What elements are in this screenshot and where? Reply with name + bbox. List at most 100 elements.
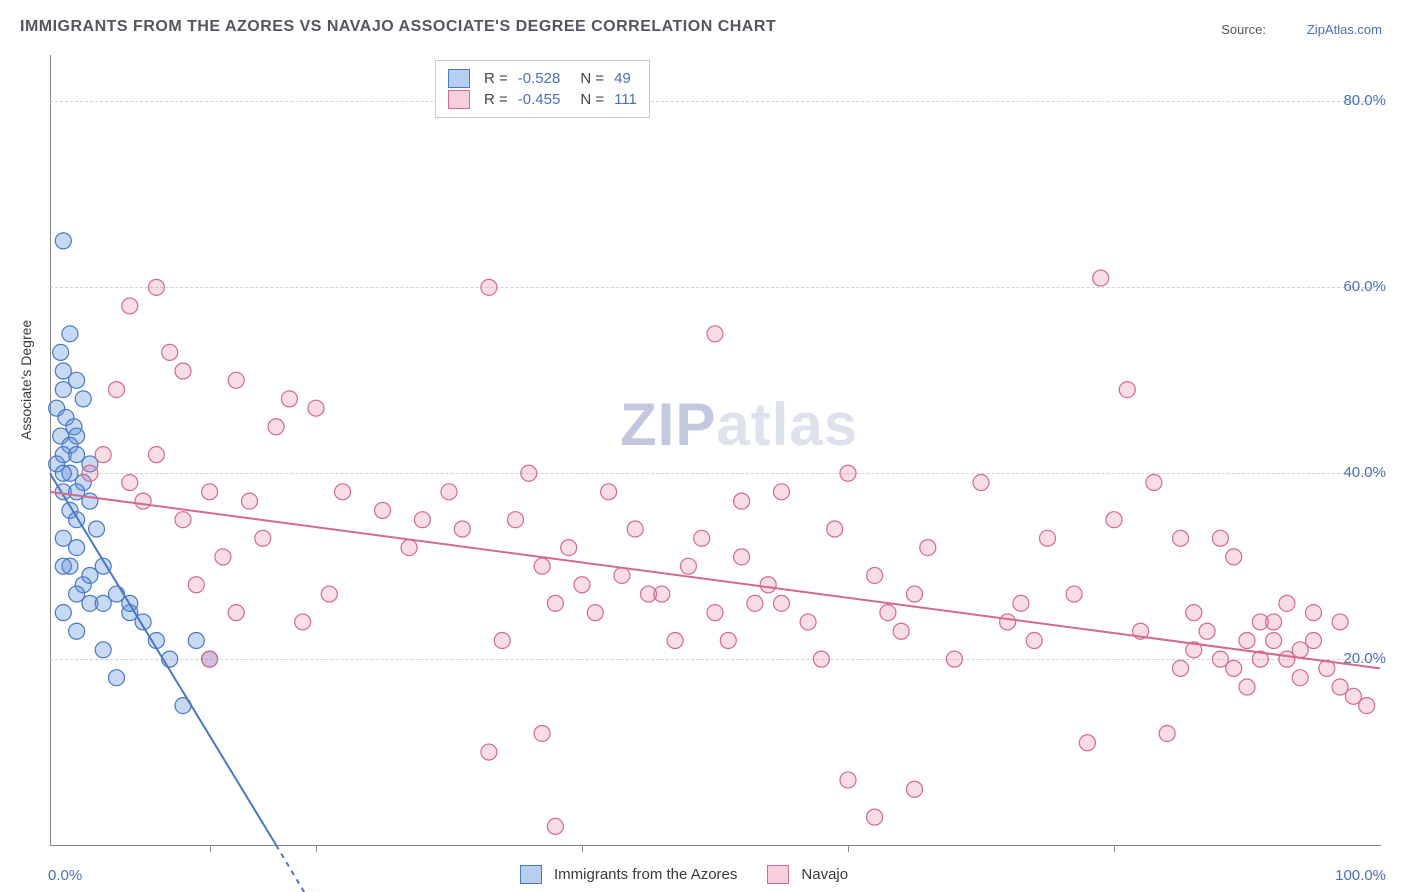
data-point: [414, 512, 430, 528]
data-point: [202, 484, 218, 500]
data-point: [122, 475, 138, 491]
data-point: [867, 567, 883, 583]
data-point: [680, 558, 696, 574]
data-point: [162, 344, 178, 360]
square-icon: [448, 69, 470, 88]
data-point: [907, 586, 923, 602]
data-point: [401, 540, 417, 556]
legend-row-azores: R = -0.528 N = 49: [448, 69, 637, 88]
trend-line-dashed: [276, 845, 343, 892]
data-point: [295, 614, 311, 630]
data-point: [707, 326, 723, 342]
data-point: [268, 419, 284, 435]
data-point: [1173, 530, 1189, 546]
data-point: [1292, 670, 1308, 686]
data-point: [760, 577, 776, 593]
n-value: 111: [614, 91, 637, 108]
data-point: [69, 586, 85, 602]
data-point: [1199, 623, 1215, 639]
data-point: [75, 391, 91, 407]
data-point: [228, 372, 244, 388]
data-point: [55, 382, 71, 398]
data-point: [880, 605, 896, 621]
data-point: [335, 484, 351, 500]
data-point: [135, 493, 151, 509]
data-point: [534, 558, 550, 574]
data-point: [69, 623, 85, 639]
square-icon: [767, 865, 789, 884]
data-point: [1159, 725, 1175, 741]
series-legend: Immigrants from the Azores Navajo: [520, 865, 848, 884]
data-point: [534, 725, 550, 741]
data-point: [1013, 595, 1029, 611]
data-point: [946, 651, 962, 667]
data-point: [734, 493, 750, 509]
data-point: [973, 475, 989, 491]
n-value: 49: [614, 70, 631, 87]
data-point: [95, 447, 111, 463]
data-point: [1279, 595, 1295, 611]
data-point: [601, 484, 617, 500]
data-point: [800, 614, 816, 630]
data-point: [774, 595, 790, 611]
data-point: [215, 549, 231, 565]
data-point: [1266, 633, 1282, 649]
data-point: [1079, 735, 1095, 751]
data-point: [774, 484, 790, 500]
data-point: [109, 382, 125, 398]
x-tick-end: 100.0%: [1335, 867, 1386, 884]
data-point: [228, 605, 244, 621]
data-point: [1106, 512, 1122, 528]
data-point: [508, 512, 524, 528]
data-point: [1026, 633, 1042, 649]
data-point: [587, 605, 603, 621]
data-point: [574, 577, 590, 593]
data-point: [893, 623, 909, 639]
data-point: [62, 326, 78, 342]
data-point: [614, 567, 630, 583]
data-point: [175, 512, 191, 528]
data-point: [1173, 660, 1189, 676]
data-point: [441, 484, 457, 500]
data-point: [720, 633, 736, 649]
data-point: [827, 521, 843, 537]
data-point: [547, 595, 563, 611]
trend-line: [50, 492, 1380, 669]
data-point: [55, 233, 71, 249]
scatter-chart: [50, 55, 1380, 845]
data-point: [82, 465, 98, 481]
data-point: [1252, 614, 1268, 630]
data-point: [1093, 270, 1109, 286]
data-point: [1226, 549, 1242, 565]
data-point: [281, 391, 297, 407]
square-icon: [520, 865, 542, 884]
data-point: [122, 298, 138, 314]
data-point: [255, 530, 271, 546]
x-tick-start: 0.0%: [48, 867, 82, 884]
data-point: [840, 772, 856, 788]
data-point: [89, 521, 105, 537]
data-point: [521, 465, 537, 481]
data-point: [175, 363, 191, 379]
legend-item-azores: Immigrants from the Azores: [520, 865, 737, 884]
data-point: [1306, 633, 1322, 649]
data-point: [1186, 605, 1202, 621]
data-point: [481, 744, 497, 760]
source-label: Source:: [1221, 22, 1266, 37]
data-point: [561, 540, 577, 556]
source-link[interactable]: ZipAtlas.com: [1307, 22, 1382, 37]
r-value: -0.528: [518, 70, 561, 87]
data-point: [1306, 605, 1322, 621]
data-point: [242, 493, 258, 509]
data-point: [82, 567, 98, 583]
data-point: [1066, 586, 1082, 602]
data-point: [148, 447, 164, 463]
y-axis-label: Associate's Degree: [18, 320, 34, 440]
square-icon: [448, 90, 470, 109]
data-point: [55, 605, 71, 621]
data-point: [867, 809, 883, 825]
data-point: [95, 642, 111, 658]
legend-item-navajo: Navajo: [767, 865, 848, 884]
data-point: [53, 344, 69, 360]
data-point: [1359, 698, 1375, 714]
